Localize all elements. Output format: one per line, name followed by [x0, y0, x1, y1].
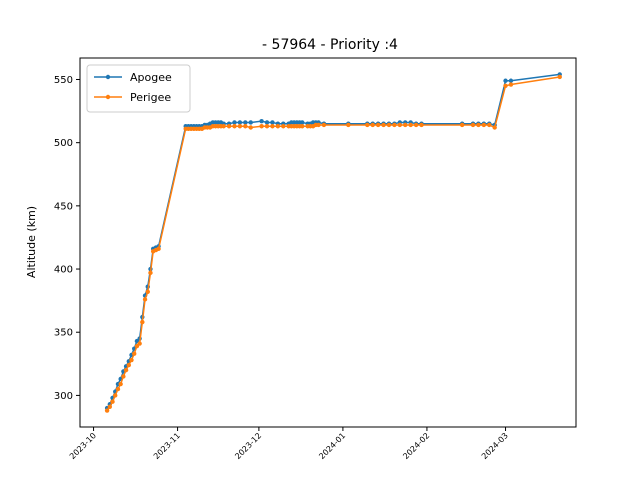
perigee-point — [137, 341, 142, 346]
y-tick-label: 400 — [54, 265, 73, 276]
perigee-point — [148, 270, 153, 276]
x-tick-label: 2024-01 — [317, 431, 347, 461]
perigee-point — [370, 122, 375, 128]
axes: 300 350 400 450 500 550 2023-10 2023-11 2023-12 2… — [54, 75, 510, 461]
plot-area — [104, 72, 562, 413]
perigee-point — [110, 399, 115, 404]
perigee-point — [113, 393, 118, 398]
perigee-point — [492, 125, 497, 130]
perigee-point — [126, 362, 131, 368]
perigee-point — [107, 404, 113, 409]
perigee-point — [316, 122, 321, 128]
perigee-point — [115, 386, 121, 392]
perigee-point — [264, 124, 270, 129]
perigee-point — [248, 125, 253, 130]
perigee-point — [403, 122, 408, 128]
perigee-point — [259, 124, 264, 129]
legend-marker-perigee — [105, 94, 111, 100]
perigee-point — [140, 319, 145, 325]
perigee-point — [386, 122, 392, 128]
x-tick-label: 2023-11 — [152, 431, 182, 461]
perigee-point — [346, 122, 351, 128]
y-axis-title: Altitude (km) — [25, 206, 38, 278]
apogee-point — [270, 120, 275, 125]
perigee-point — [392, 122, 397, 128]
perigee-point — [118, 381, 123, 387]
perigee-point — [476, 122, 481, 128]
apogee-point — [503, 78, 508, 83]
perigee-point — [413, 122, 419, 128]
perigee-point — [156, 246, 161, 252]
apogee-point — [259, 118, 264, 124]
y-tick-label: 300 — [54, 391, 73, 402]
y-tick-label: 350 — [54, 328, 73, 339]
x-tick-label: 2023-10 — [68, 431, 98, 461]
perigee-point — [221, 124, 226, 129]
perigee-point — [142, 297, 148, 302]
perigee-point — [397, 122, 403, 128]
y-tick-label: 500 — [54, 138, 73, 149]
perigee-point — [275, 124, 281, 129]
apogee-point — [237, 120, 243, 125]
legend: Apogee Perigee — [86, 64, 191, 113]
perigee-point — [408, 122, 413, 128]
apogee-point — [232, 120, 237, 125]
perigee-point — [237, 124, 243, 129]
perigee-point — [381, 122, 386, 128]
perigee-point — [281, 124, 286, 129]
perigee-point — [104, 408, 110, 413]
perigee-point — [132, 351, 137, 356]
perigee-point — [503, 83, 508, 89]
perigee-point — [557, 74, 562, 80]
perigee-point — [232, 124, 237, 129]
plot-frame — [79, 57, 577, 428]
perigee-point — [243, 124, 248, 129]
apogee-point — [248, 120, 253, 125]
x-tick-label: 2023-12 — [233, 431, 263, 461]
perigee-point — [375, 122, 381, 128]
chart-title: - 57964 - Priority :4 — [262, 37, 398, 53]
x-tick-label: 2024-03 — [480, 431, 510, 461]
perigee-point — [300, 124, 305, 129]
apogee-point — [264, 120, 270, 125]
perigee-point — [321, 122, 327, 128]
y-tick-label: 450 — [54, 201, 73, 212]
perigee-point — [419, 122, 424, 128]
perigee-point — [481, 122, 487, 128]
perigee-series-line — [106, 76, 560, 412]
perigee-point — [129, 357, 134, 363]
perigee-point — [121, 374, 126, 379]
perigee-point — [226, 124, 232, 129]
apogee-point — [508, 78, 514, 83]
perigee-point — [123, 367, 129, 373]
perigee-point — [145, 289, 150, 294]
x-tick-label: 2024-02 — [401, 431, 431, 461]
perigee-point — [459, 122, 465, 128]
legend-marker-apogee — [105, 74, 111, 80]
perigee-point — [508, 82, 514, 87]
legend-label-apogee: Apogee — [130, 71, 172, 84]
apogee-point — [300, 120, 305, 125]
perigee-point — [470, 122, 476, 128]
apogee-point — [243, 120, 248, 125]
perigee-point — [487, 122, 492, 128]
legend-label-perigee: Perigee — [130, 91, 171, 104]
perigee-point — [365, 122, 370, 128]
perigee-point — [270, 124, 275, 129]
y-tick-label: 550 — [54, 75, 73, 86]
